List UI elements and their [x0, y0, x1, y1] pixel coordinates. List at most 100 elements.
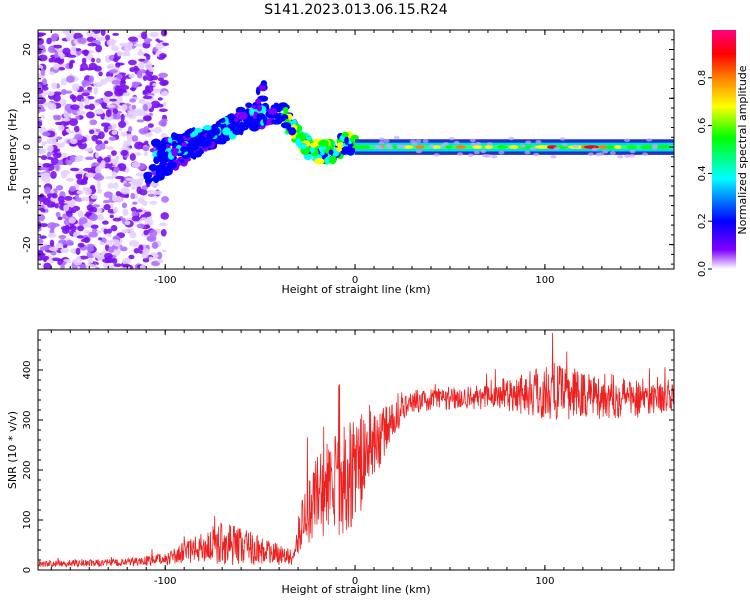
spectrogram-cell [99, 241, 105, 246]
spectrogram-cell [148, 219, 154, 226]
spectrogram-cell [111, 194, 118, 202]
spectrogram-cell [559, 137, 566, 141]
spectrogram-frame [37, 29, 675, 270]
spectrogram-cell [93, 87, 99, 95]
spectrogram-cell [112, 206, 119, 214]
spectrogram-cell [47, 103, 57, 111]
spectrogram-cell [69, 167, 80, 172]
spectrogram-cell [47, 45, 57, 54]
snr-y-axis-label: SNR (10 * v/v) [6, 411, 19, 489]
spectrogram-cell [120, 187, 130, 195]
spectrogram-cell [624, 154, 631, 158]
spectrogram-cell [180, 146, 188, 153]
spectrogram-cell [249, 107, 255, 116]
spectrogram-cell [42, 163, 52, 168]
spectrogram-cell [646, 138, 653, 142]
spectrogram-cell [138, 48, 143, 56]
spectrogram-cell [103, 156, 111, 163]
spectrogram-cell [157, 259, 164, 264]
spectrogram-cell [63, 258, 71, 263]
spectrogram-cell [87, 42, 98, 47]
spectrogram-cell [86, 111, 95, 119]
spectrogram-cell [202, 124, 212, 131]
spectrogram-cell [656, 145, 671, 149]
spectrogram-cell [113, 57, 119, 63]
spectrogram-cell [38, 94, 43, 101]
spectrogram-cell [88, 200, 94, 205]
spectrogram-cell [122, 92, 131, 96]
spectrogram-cell [104, 140, 109, 145]
spectrogram-cell [100, 30, 106, 37]
spectrogram-cell [84, 156, 95, 161]
spectrogram-y-tick-label: 0 [22, 144, 33, 150]
spectrogram-cell [105, 109, 112, 118]
spectrogram-cell [129, 87, 137, 91]
spectrogram-cell [148, 189, 155, 194]
spectrogram-cell [171, 147, 179, 157]
spectrogram-cell [352, 145, 366, 149]
spectrogram-cell [422, 139, 429, 143]
spectrogram-cell [55, 163, 60, 172]
spectrogram-cell [108, 246, 115, 253]
spectrogram-cell [62, 131, 70, 136]
spectrogram-cell [116, 197, 123, 203]
spectrogram-cell [142, 146, 150, 152]
spectrogram-cell [524, 150, 531, 155]
spectrogram-cell [624, 138, 631, 143]
spectrogram-cell [38, 54, 48, 62]
spectrogram-cell [38, 194, 47, 203]
spectrogram-cell [105, 34, 111, 41]
spectrogram-cell [60, 78, 68, 86]
spectrogram-cell [135, 172, 146, 177]
spectrogram-cell [145, 85, 154, 93]
spectrogram-cell [55, 211, 61, 218]
spectrogram-cell [58, 234, 67, 240]
spectrogram-cell [498, 150, 505, 155]
spectrogram-cell [641, 152, 648, 156]
spectrogram-cell [162, 249, 167, 253]
spectrogram-cell [41, 86, 49, 91]
figure-title: S141.2023.013.06.15.R24 [264, 2, 447, 18]
spectrogram-cell [136, 223, 145, 229]
spectrogram-cell [68, 118, 79, 126]
spectrogram-cell [255, 98, 262, 105]
spectrogram-cell [529, 146, 536, 151]
spectrogram-cell [76, 155, 84, 160]
spectrogram-cell [256, 104, 262, 112]
spectrogram-cell [112, 32, 120, 36]
spectrogram-feature-main-line [352, 135, 674, 159]
spectrogram-cell [455, 145, 467, 149]
spectrogram-cell [148, 112, 153, 117]
spectrogram-cell [60, 263, 65, 269]
spectrogram-cell [629, 149, 636, 154]
spectrogram-cell [96, 58, 101, 64]
spectrogram-cell [39, 255, 50, 261]
spectrogram-cell [111, 130, 118, 136]
spectrogram-cell [70, 104, 80, 111]
spectrogram-cell [38, 104, 45, 112]
spectrogram-cell [598, 152, 605, 156]
spectrogram-cell [69, 185, 77, 192]
spectrogram-cell [47, 156, 54, 160]
spectrogram-cell [142, 257, 150, 263]
spectrogram-cell [77, 210, 84, 218]
spectrogram-cell [120, 246, 128, 252]
spectrogram-cell [55, 121, 63, 126]
spectrogram-cell [301, 149, 309, 155]
spectrogram-cell [72, 83, 80, 92]
spectrogram-cell [80, 196, 90, 202]
spectrogram-cell [54, 203, 59, 209]
spectrogram-cell [383, 139, 390, 143]
spectrogram-x-tick-label: 100 [535, 275, 554, 286]
spectrogram-cell [81, 57, 87, 65]
spectrogram-cell [108, 69, 118, 74]
spectrogram-cell [415, 139, 422, 143]
spectrogram-cell [288, 127, 297, 136]
spectrogram-cell [469, 138, 476, 143]
spectrogram-cell [152, 82, 157, 87]
snr-y-tick-label: 400 [22, 360, 33, 379]
spectrogram-cell [38, 64, 44, 70]
snr-x-tick-label: 0 [352, 576, 358, 587]
spectrogram-cell [40, 155, 48, 161]
